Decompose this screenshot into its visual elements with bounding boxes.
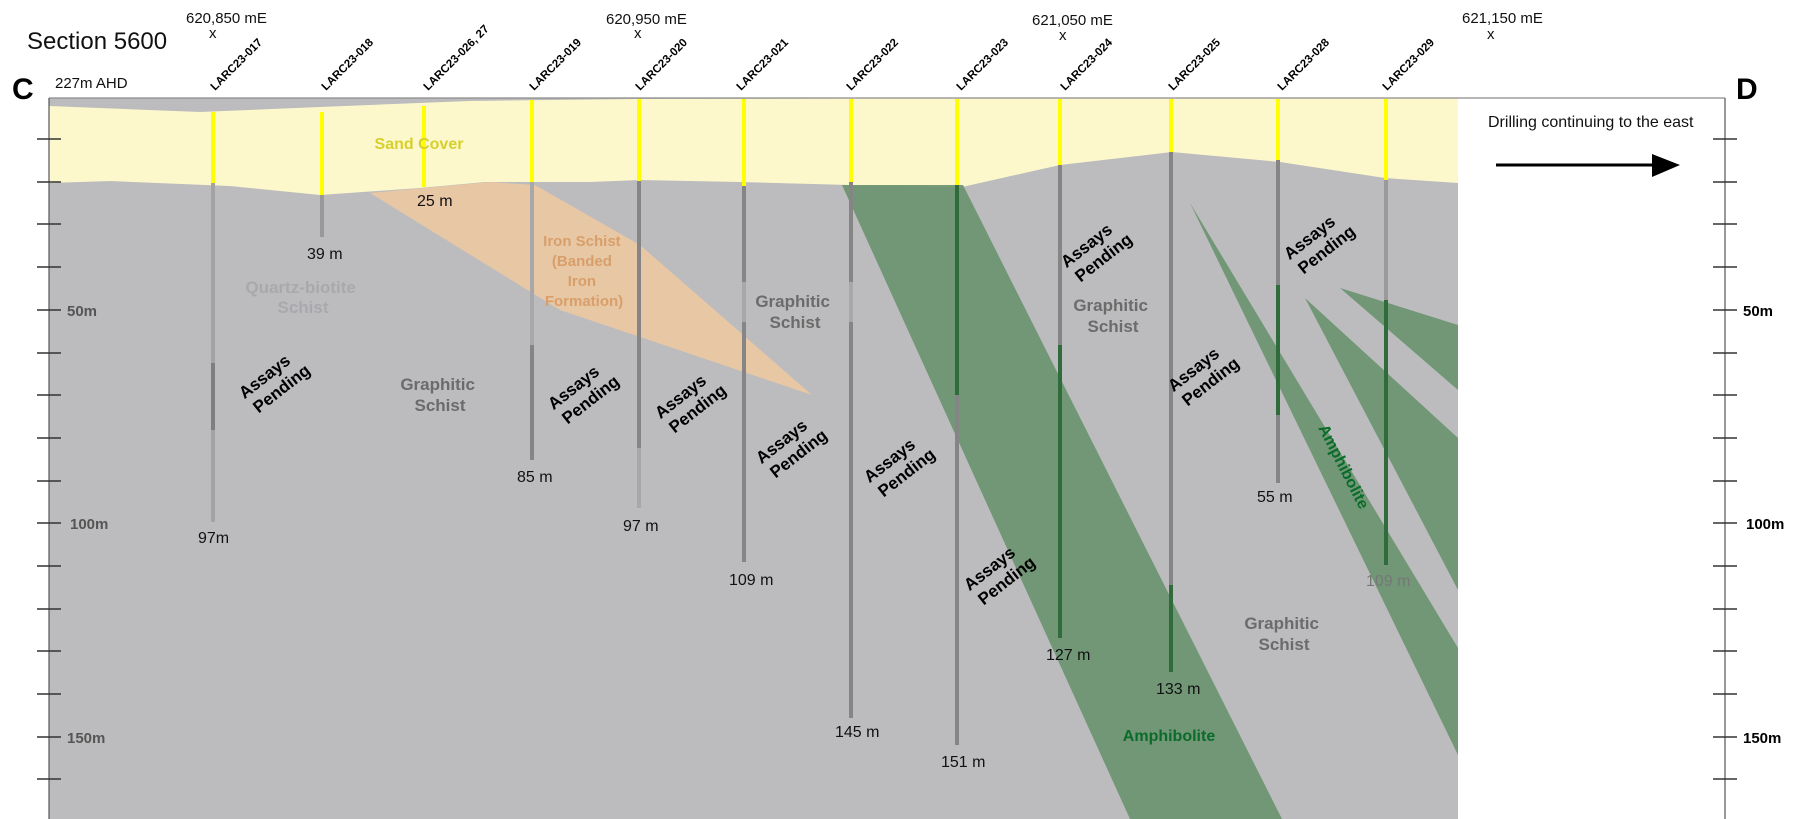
hole-id-label: LARC23-028 (1276, 36, 1333, 93)
hole-id-label: LARC23-020 (634, 37, 690, 93)
amphibolite-band-east-3 (1340, 288, 1458, 390)
amphibolite-label: Amphibolite (1123, 728, 1216, 745)
section-title: Section 5600 (27, 28, 167, 55)
easting-label: 621,150 mE (1462, 10, 1543, 27)
iron-schist-wedge (370, 182, 812, 395)
hole-id-label: LARC23-017 (209, 37, 265, 93)
hole-id-label: LARC23-022 (845, 37, 901, 93)
depth-axis-label-right: 150m (1743, 730, 1781, 747)
easting-marker: x (634, 25, 642, 42)
hole-depth-label: 39 m (307, 246, 343, 263)
drill-hole-traces (211, 99, 1388, 745)
hole-depth-label: 97 m (623, 518, 659, 535)
right-depth-ticks (1713, 138, 1737, 780)
hole-depth-label: 127 m (1046, 647, 1090, 664)
hole-id-label: LARC23-026, 27 (422, 23, 492, 93)
graphitic-schist-label: Graphitic Schist (1244, 614, 1323, 654)
graphitic-schist-label: Graphitic Schist (755, 292, 834, 332)
depth-axis-label-right: 50m (1743, 303, 1773, 320)
hole-id-label: LARC23-021 (735, 36, 792, 93)
hole-id-label: LARC23-024 (1059, 36, 1116, 93)
depth-axis-label-left: 50m (67, 303, 97, 320)
easting-marker: x (209, 25, 217, 42)
sand-cover-layer (49, 98, 1458, 195)
easting-label: 620,850 mE (186, 10, 267, 27)
depth-axis-label-left: 150m (67, 730, 105, 747)
hole-depth-label: 97m (198, 530, 229, 547)
amphibolite-band-east-1 (1190, 203, 1458, 755)
quartz-biotite-schist-label: Quartz-biotite Schist (245, 278, 360, 317)
elevation-label: 227m AHD (55, 75, 128, 92)
hole-depth-label: 133 m (1156, 681, 1200, 698)
east-arrow-head (1652, 154, 1680, 177)
depth-axis-label-right: 100m (1746, 516, 1784, 533)
hole-depth-label: 109 m (729, 572, 773, 589)
iron-schist-label: Iron Schist (Banded Iron Formation) (543, 233, 625, 310)
section-start-label: C (12, 73, 34, 106)
graphitic-schist-body (49, 98, 1458, 819)
hole-depth-label: 145 m (835, 724, 879, 741)
hole-depth-label: 151 m (941, 754, 985, 771)
hole-depth-label: 85 m (517, 469, 553, 486)
easting-marker: x (1487, 26, 1495, 43)
hole-depth-label: 55 m (1257, 489, 1293, 506)
hole-depth-label: 109 m (1366, 573, 1410, 590)
hole-id-label: LARC23-023 (955, 37, 1011, 93)
section-end-label: D (1736, 73, 1758, 106)
easting-marker: x (1059, 27, 1067, 44)
graphitic-schist-label: Graphitic Schist (400, 375, 479, 415)
sand-cover-label: Sand Cover (375, 136, 464, 153)
graphitic-schist-label: Graphitic Schist (1073, 296, 1152, 336)
easting-label: 620,950 mE (606, 11, 687, 28)
amphibolite-band-east-2 (1305, 298, 1458, 590)
hole-id-label: LARC23-019 (528, 37, 584, 93)
left-depth-ticks (37, 138, 61, 780)
hole-id-label: LARC23-018 (320, 36, 377, 93)
drilling-continuing-note: Drilling continuing to the east (1488, 114, 1694, 131)
hole-id-label: LARC23-029 (1381, 37, 1437, 93)
easting-label: 621,050 mE (1032, 12, 1113, 29)
depth-axis-label-left: 100m (70, 516, 108, 533)
hole-depth-label: 25 m (417, 193, 453, 210)
hole-id-label: LARC23-025 (1167, 36, 1224, 93)
